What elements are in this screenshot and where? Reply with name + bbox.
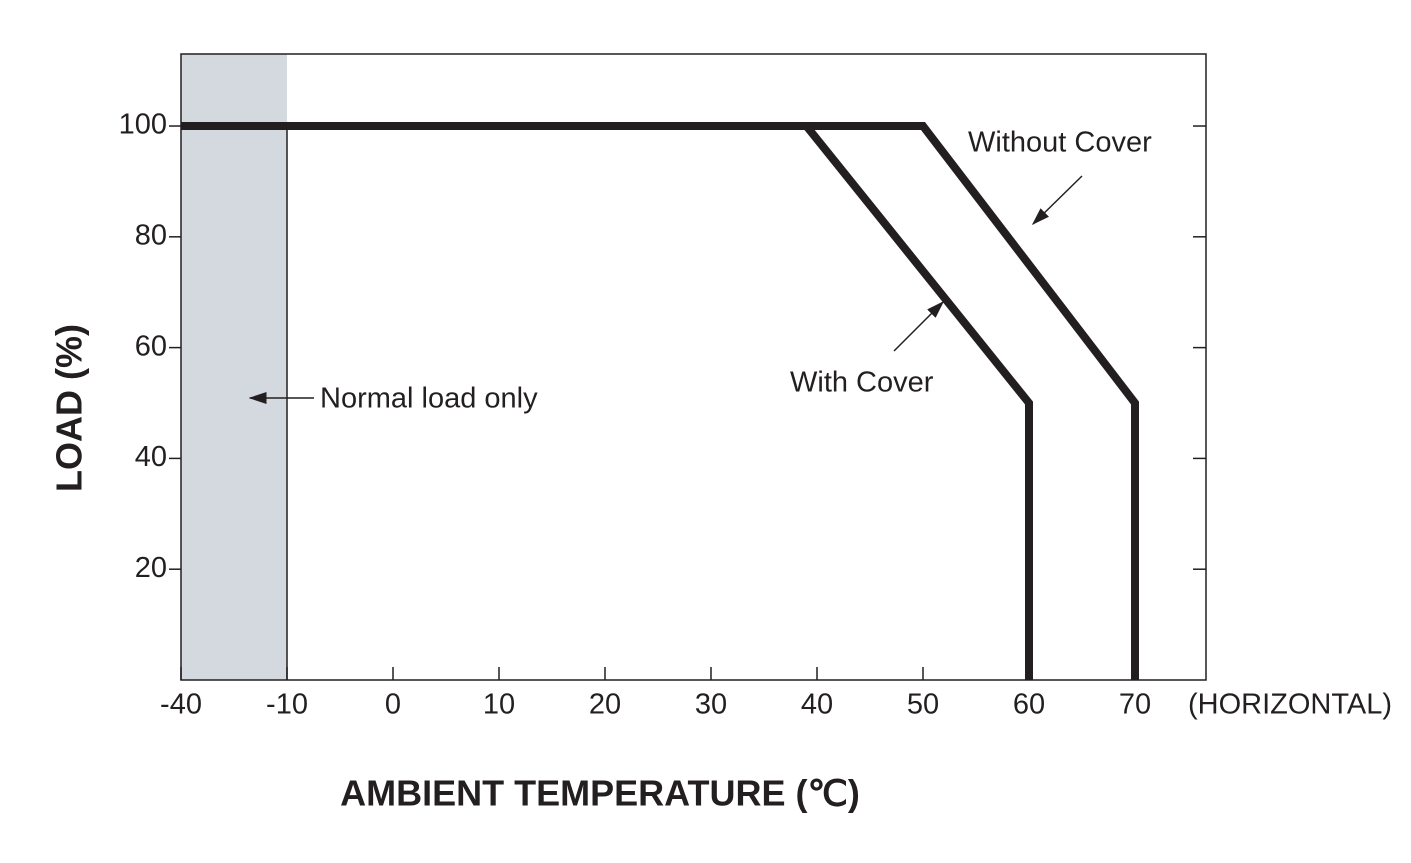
shaded-region xyxy=(181,54,287,680)
x-tick-label: -10 xyxy=(266,689,308,721)
y-tick-label: 40 xyxy=(135,441,167,473)
series-label: With Cover xyxy=(790,367,934,399)
x-tick-label: 60 xyxy=(1013,689,1045,721)
y-tick-label: 100 xyxy=(119,109,167,141)
x-tick-label: 20 xyxy=(589,689,621,721)
x-tick-label: 50 xyxy=(907,689,939,721)
arrow xyxy=(1031,175,1083,226)
y-tick-label: 60 xyxy=(135,330,167,362)
y-axis-title: LOAD (%) xyxy=(49,324,90,492)
x-tick-label: -40 xyxy=(160,689,202,721)
y-tick-label: 80 xyxy=(135,219,167,251)
series-label: Without Cover xyxy=(968,127,1152,159)
x-tick-label: 70 xyxy=(1119,689,1151,721)
series-line xyxy=(181,122,1033,680)
y-tick-label: 20 xyxy=(135,552,167,584)
arrow xyxy=(893,300,945,352)
plot-frame xyxy=(180,53,1207,681)
x-tick-label: 10 xyxy=(483,689,515,721)
x-tick-label: 30 xyxy=(695,689,727,721)
x-axis-note: (HORIZONTAL) xyxy=(1188,689,1392,721)
x-tick-label: 0 xyxy=(385,689,401,721)
shade-label: Normal load only xyxy=(320,383,538,415)
x-tick-label: 40 xyxy=(801,689,833,721)
x-axis-title: AMBIENT TEMPERATURE (℃) xyxy=(340,773,860,814)
